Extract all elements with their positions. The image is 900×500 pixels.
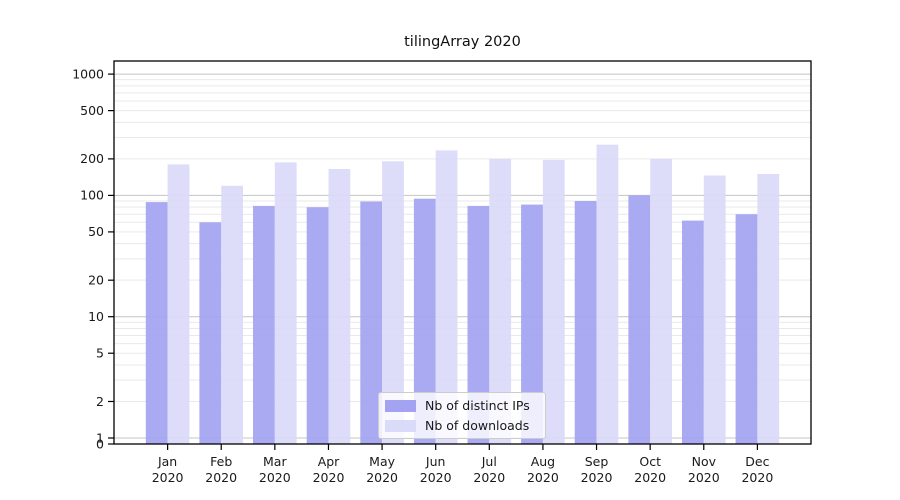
y-tick-label: 5 <box>96 346 104 361</box>
bar-distinct-ips <box>628 195 651 444</box>
bar-distinct-ips <box>306 207 329 444</box>
y-tick-label: 1000 <box>72 66 104 81</box>
bar-downloads <box>596 144 619 444</box>
bar-distinct-ips <box>682 220 704 444</box>
y-tick-label: 0 <box>96 436 104 451</box>
x-tick-label: Oct 2020 <box>634 454 666 485</box>
bar-downloads <box>542 159 565 444</box>
legend-label-distinct-ips: Nb of distinct IPs <box>425 398 530 413</box>
legend-swatch-downloads-icon <box>385 419 416 432</box>
bar-distinct-ips <box>735 214 758 444</box>
bar-downloads <box>435 150 458 444</box>
x-tick-label: Jun 2020 <box>420 454 452 485</box>
y-tick-label: 20 <box>88 273 104 288</box>
bar-distinct-ips <box>145 202 168 444</box>
bar-downloads <box>382 161 404 445</box>
y-tick-label: 500 <box>80 103 104 118</box>
legend-item-distinct-ips: Nb of distinct IPs <box>385 397 537 414</box>
bar-distinct-ips <box>253 205 275 444</box>
y-tick-label: 100 <box>80 188 104 203</box>
x-tick-label: Sep 2020 <box>581 454 613 485</box>
bar-downloads <box>703 175 726 444</box>
bar-distinct-ips <box>413 198 436 444</box>
bar-downloads <box>757 174 780 444</box>
x-tick-label: Apr 2020 <box>313 454 345 485</box>
legend-label-downloads: Nb of downloads <box>425 418 530 433</box>
y-tick-label: 200 <box>80 151 104 166</box>
x-tick-label: Jul 2020 <box>473 454 505 485</box>
bar-downloads <box>328 169 351 444</box>
y-tick-label: 10 <box>88 309 104 324</box>
bar-distinct-ips <box>521 204 543 444</box>
legend-item-downloads: Nb of downloads <box>385 417 537 434</box>
bar-downloads <box>650 158 672 444</box>
y-tick-label: 50 <box>88 224 104 239</box>
plot-frame <box>113 60 812 445</box>
x-tick-label: Dec 2020 <box>741 454 773 485</box>
x-tick-label: Mar 2020 <box>259 454 291 485</box>
x-tick-label: May 2020 <box>366 454 398 485</box>
y-tick-label: 2 <box>96 394 104 409</box>
x-tick-label: Nov 2020 <box>688 454 720 485</box>
y-tick-label: 1 <box>96 430 104 445</box>
bar-downloads <box>274 162 297 444</box>
bar-distinct-ips <box>360 201 383 444</box>
bar-downloads <box>221 185 243 445</box>
bar-distinct-ips <box>574 201 597 444</box>
bar-distinct-ips <box>467 205 490 444</box>
bar-downloads <box>167 164 190 444</box>
x-tick-label: Feb 2020 <box>205 454 237 485</box>
chart-title: tilingArray 2020 <box>404 34 521 50</box>
legend-swatch-distinct-ips-icon <box>385 399 416 412</box>
bar-downloads <box>489 158 512 444</box>
legend: Nb of distinct IPs Nb of downloads <box>378 392 546 439</box>
bar-distinct-ips <box>199 222 222 444</box>
x-tick-label: Aug 2020 <box>527 454 559 485</box>
x-tick-label: Jan 2020 <box>152 454 184 485</box>
